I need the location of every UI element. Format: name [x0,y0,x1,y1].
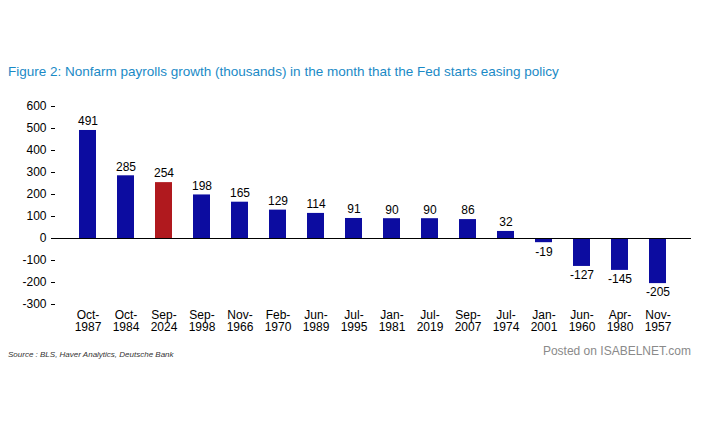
svg-text:90: 90 [423,203,437,217]
svg-text:Jun-1989: Jun-1989 [303,308,330,334]
svg-text:500: 500 [26,121,46,135]
svg-text:Jul-1974: Jul-1974 [493,308,520,334]
svg-text:Jun-1960: Jun-1960 [569,308,596,334]
svg-text:Jul-1995: Jul-1995 [341,308,368,334]
svg-text:Jan-2001: Jan-2001 [531,308,558,334]
svg-text:600: 600 [26,99,46,113]
html-text:Figure 2: Nonfarm payrolls gro: Figure 2: Nonfarm payrolls growth (thous… [8,64,559,79]
svg-text:285: 285 [116,160,136,174]
svg-text:-145: -145 [608,272,632,286]
svg-text:Nov-1966: Nov-1966 [227,308,254,334]
svg-text:198: 198 [192,179,212,193]
svg-text:114: 114 [306,197,325,211]
svg-text:Oct-1984: Oct-1984 [113,308,140,334]
html-text:Posted on ISABELNET.com: Posted on ISABELNET.com [542,344,691,358]
svg-text:Oct-1987: Oct-1987 [75,308,102,334]
svg-text:-205: -205 [646,285,670,299]
svg-text:-100: -100 [22,253,46,267]
svg-text:Jul-2019: Jul-2019 [417,308,444,334]
svg-text:300: 300 [26,165,46,179]
svg-text:-127: -127 [570,268,594,282]
svg-text:0: 0 [40,231,47,245]
svg-text:Nov-1957: Nov-1957 [645,308,672,334]
svg-text:254: 254 [154,166,174,180]
svg-text:100: 100 [26,209,46,223]
svg-text:86: 86 [461,203,475,217]
svg-text:32: 32 [499,215,513,229]
svg-text:90: 90 [385,203,399,217]
svg-text:400: 400 [26,143,46,157]
svg-text:Feb-1970: Feb-1970 [265,308,292,334]
svg-text:91: 91 [347,202,361,216]
svg-text:129: 129 [268,194,288,208]
svg-text:200: 200 [26,187,46,201]
svg-text:-19: -19 [535,245,553,259]
svg-text:Jan-1981: Jan-1981 [379,308,406,334]
svg-text:Sep-2007: Sep-2007 [455,308,482,334]
svg-text:Sep-1998: Sep-1998 [189,308,216,334]
svg-text:Apr-1980: Apr-1980 [607,308,634,334]
html-text:Source : BLS, Haver Analytics,: Source : BLS, Haver Analytics, Deutsche … [8,350,174,359]
svg-text:-300: -300 [22,297,46,311]
svg-text:Sep-2024: Sep-2024 [151,308,178,334]
svg-text:-200: -200 [22,275,46,289]
svg-text:165: 165 [230,186,250,200]
svg-text:491: 491 [78,114,98,128]
